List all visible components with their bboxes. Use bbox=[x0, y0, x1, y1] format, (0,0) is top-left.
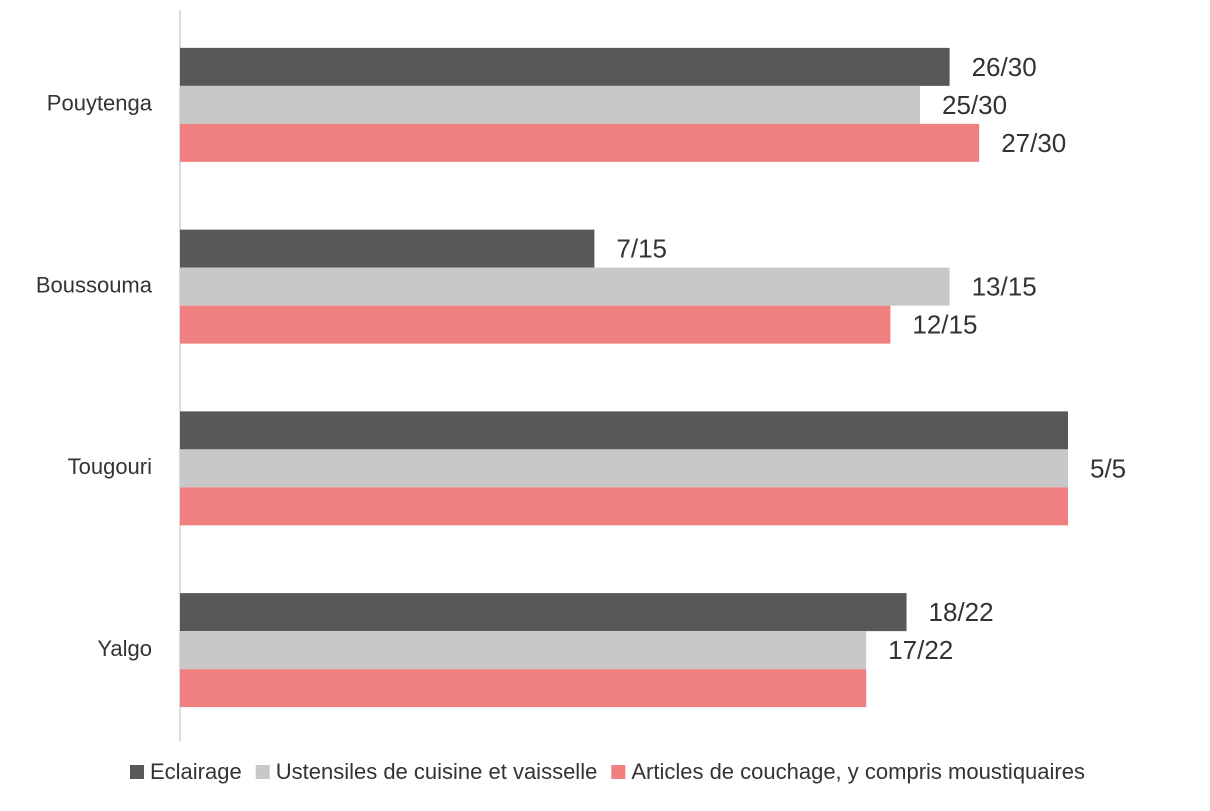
bar bbox=[180, 449, 1068, 488]
legend-swatch bbox=[130, 765, 144, 779]
legend-swatch bbox=[611, 765, 626, 779]
data-label: 5/5 bbox=[1090, 453, 1126, 483]
bar bbox=[180, 487, 1068, 526]
category-label: Yalgo bbox=[97, 636, 152, 661]
category-label: Tougouri bbox=[68, 454, 152, 479]
data-label: 26/30 bbox=[972, 52, 1037, 82]
data-label: 12/15 bbox=[912, 310, 977, 340]
bar bbox=[180, 47, 950, 86]
data-label: 13/15 bbox=[972, 272, 1037, 302]
data-label: 7/15 bbox=[616, 234, 667, 264]
legend-swatch bbox=[255, 765, 270, 779]
bar bbox=[180, 229, 595, 268]
bar bbox=[180, 305, 891, 344]
data-label: 27/30 bbox=[1001, 128, 1066, 158]
bar bbox=[180, 669, 867, 708]
legend-label: Articles de couchage, y compris moustiqu… bbox=[631, 759, 1085, 784]
legend-label: Ustensiles de cuisine et vaisselle bbox=[276, 759, 598, 784]
legend-label: Eclairage bbox=[150, 759, 242, 784]
category-label: Pouytenga bbox=[47, 91, 153, 116]
bar bbox=[180, 85, 920, 124]
bar bbox=[180, 631, 867, 670]
bar bbox=[180, 123, 980, 162]
data-label: 25/30 bbox=[942, 90, 1007, 120]
data-label: 17/22 bbox=[888, 635, 953, 665]
bar bbox=[180, 411, 1068, 450]
bar bbox=[180, 593, 907, 632]
data-label: 18/22 bbox=[929, 597, 994, 627]
bar bbox=[180, 267, 950, 306]
category-label: Boussouma bbox=[36, 272, 153, 297]
